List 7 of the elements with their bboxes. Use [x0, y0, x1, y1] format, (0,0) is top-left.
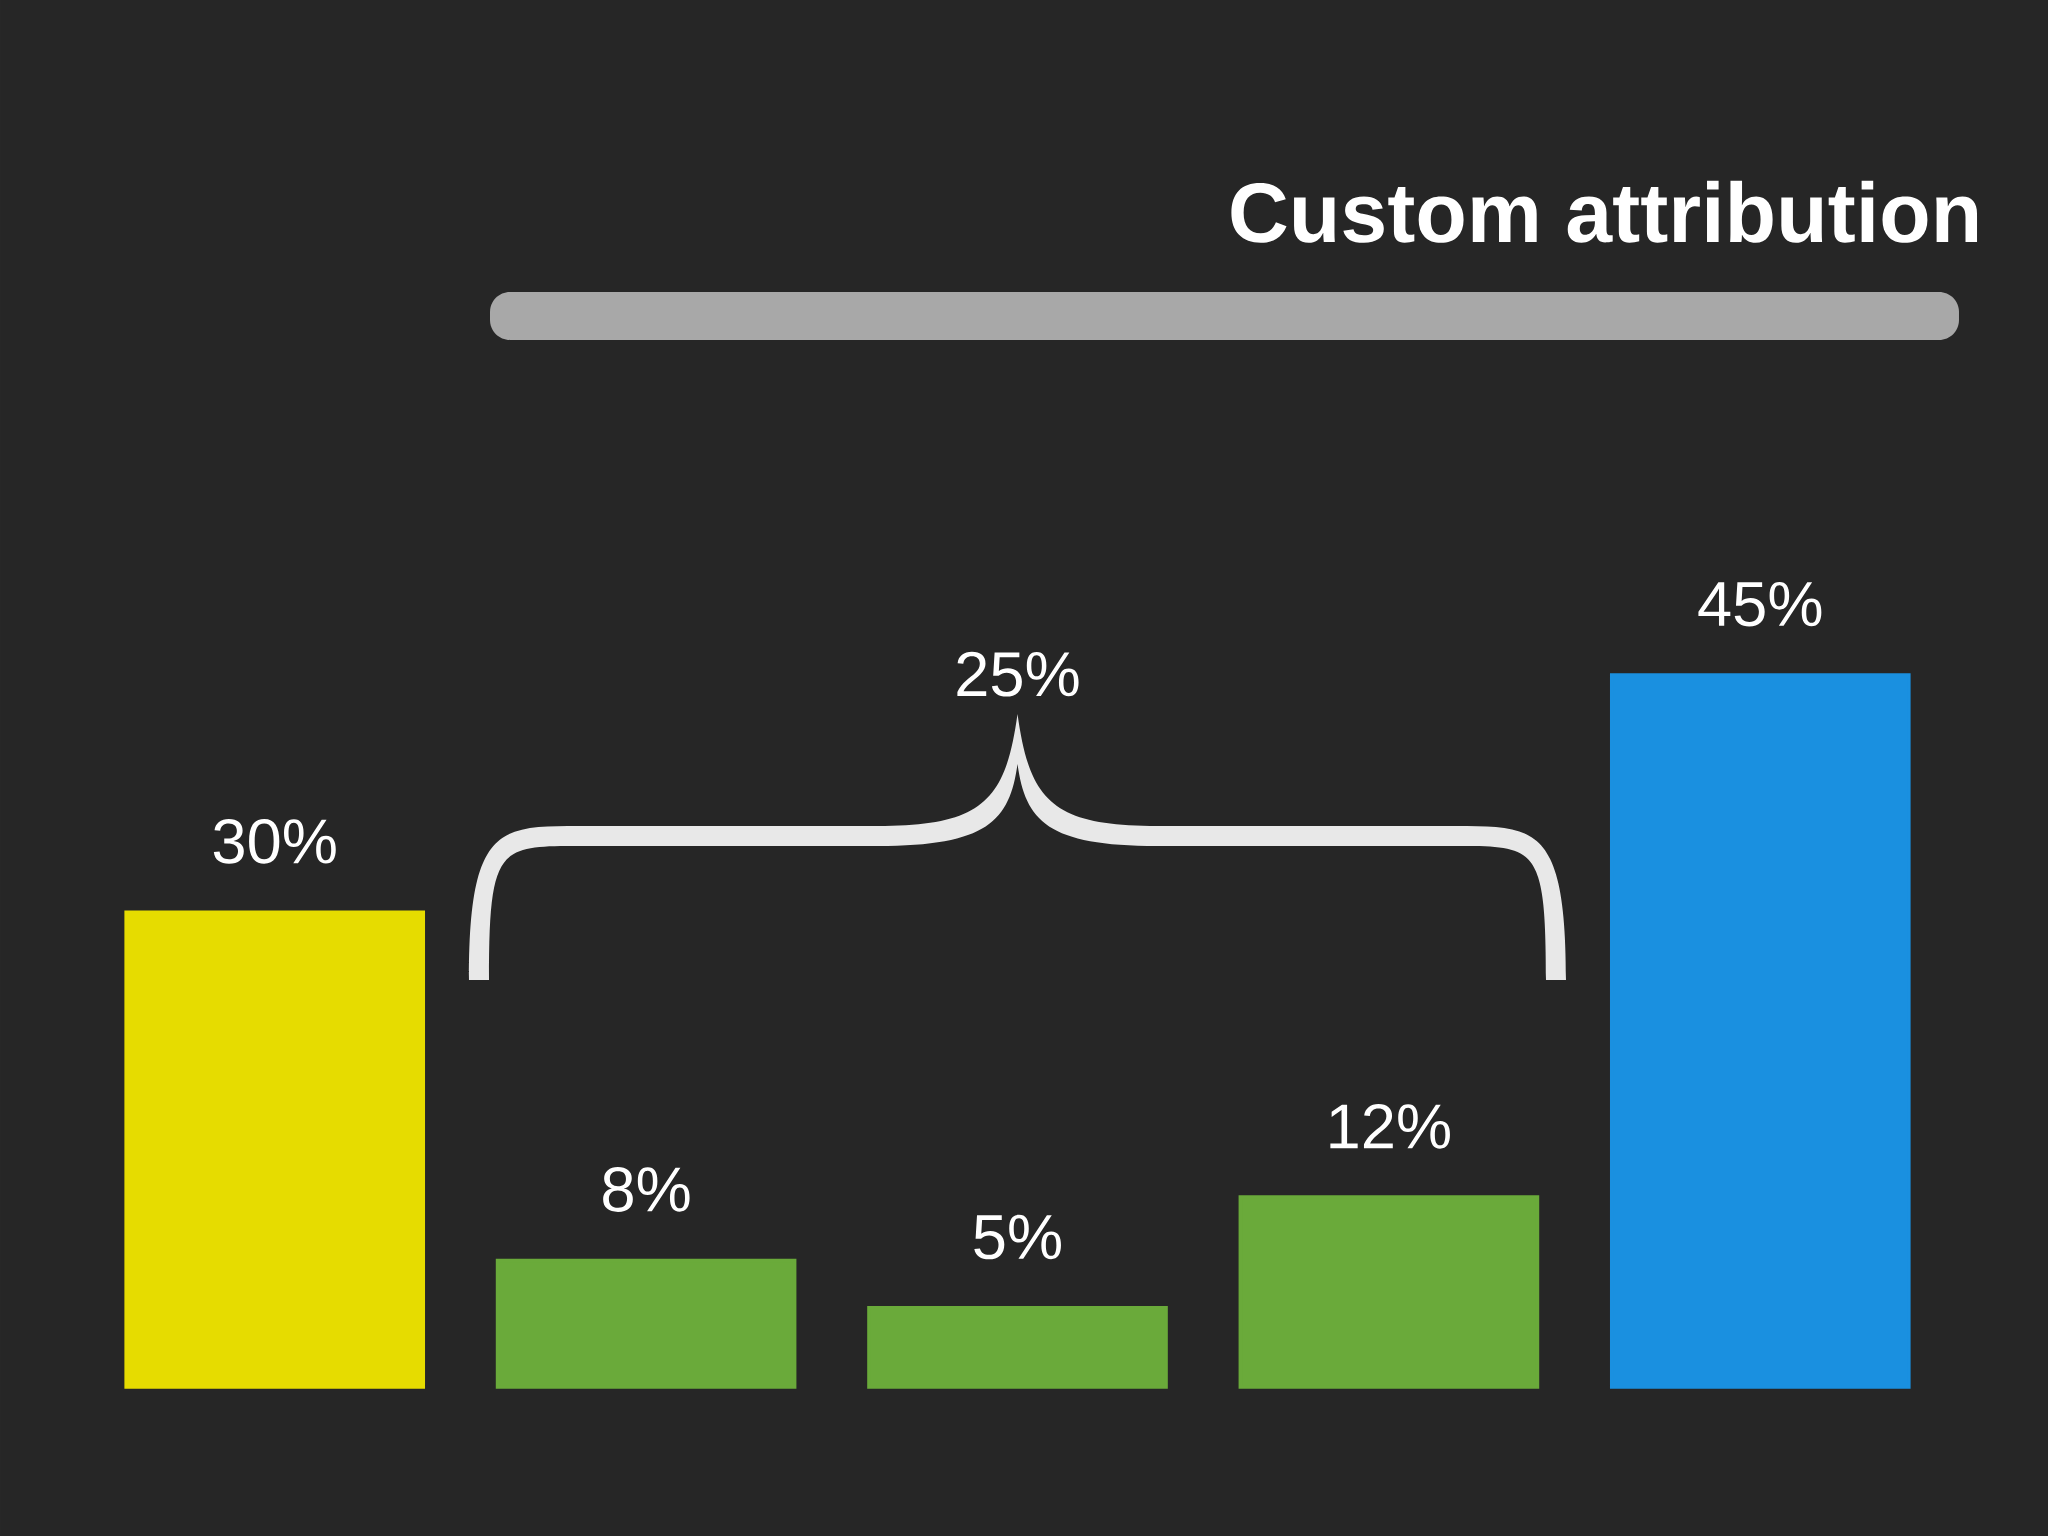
- annotation: 25%: [957, 651, 1079, 697]
- data-label: 45%: [1698, 581, 1822, 627]
- data-label: 8%: [603, 1167, 690, 1212]
- chart-title: Custom attribution: [1231, 180, 1978, 243]
- data-label: 30%: [213, 819, 336, 864]
- data-label: 5%: [974, 1214, 1061, 1260]
- data-label: 12%: [1330, 1104, 1450, 1149]
